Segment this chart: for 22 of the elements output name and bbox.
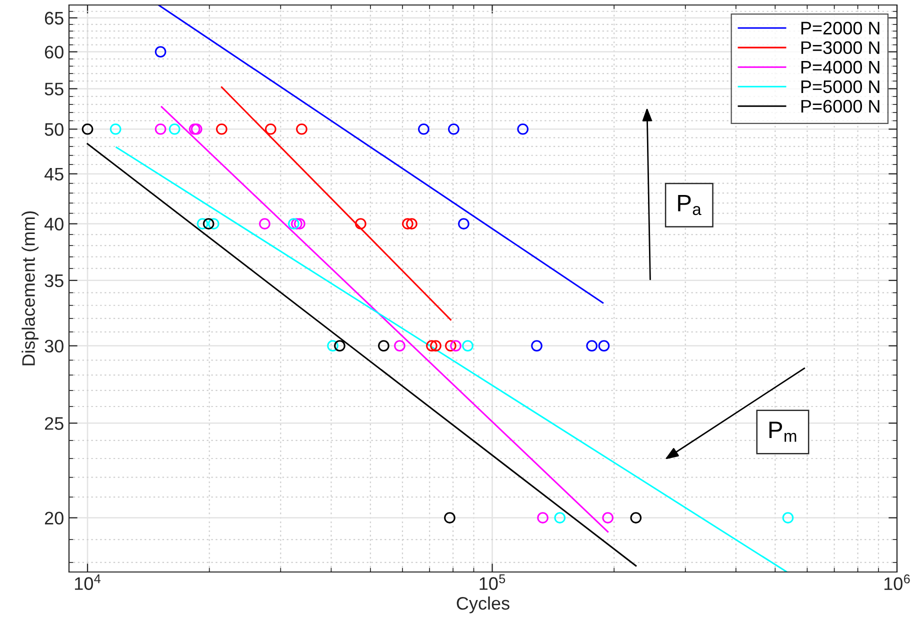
- x-tick-label: 10$^{6}$: [884, 574, 910, 590]
- y-tick-label: 20: [44, 512, 64, 524]
- x-axis-title: Cycles: [456, 596, 510, 614]
- legend-label: P=3000 N: [801, 41, 880, 54]
- y-axis-title: Displacement (mm): [22, 211, 38, 366]
- legend-label: P=4000 N: [801, 60, 880, 74]
- annotation: P$_{a}$: [678, 194, 702, 216]
- y-tick-label: 60: [44, 46, 64, 59]
- annotation: P$_{m}$: [769, 422, 796, 442]
- x-tick-label: 10$^{4}$: [74, 574, 101, 590]
- y-tick-label: 30: [44, 340, 64, 353]
- legend-label: P=2000 N: [801, 22, 880, 35]
- y-tick-label: 45: [44, 168, 64, 181]
- y-tick-label: 65: [44, 12, 64, 25]
- y-tick-label: 35: [44, 274, 64, 288]
- y-tick-label: 55: [44, 82, 64, 96]
- x-tick-label: 10$^{5}$: [480, 574, 506, 590]
- y-tick-label: 40: [44, 218, 64, 230]
- y-tick-label: 50: [44, 123, 64, 136]
- y-tick-label: 25: [44, 417, 64, 430]
- legend-label: P=5000 N: [801, 80, 880, 94]
- legend-label: P=6000 N: [801, 100, 880, 113]
